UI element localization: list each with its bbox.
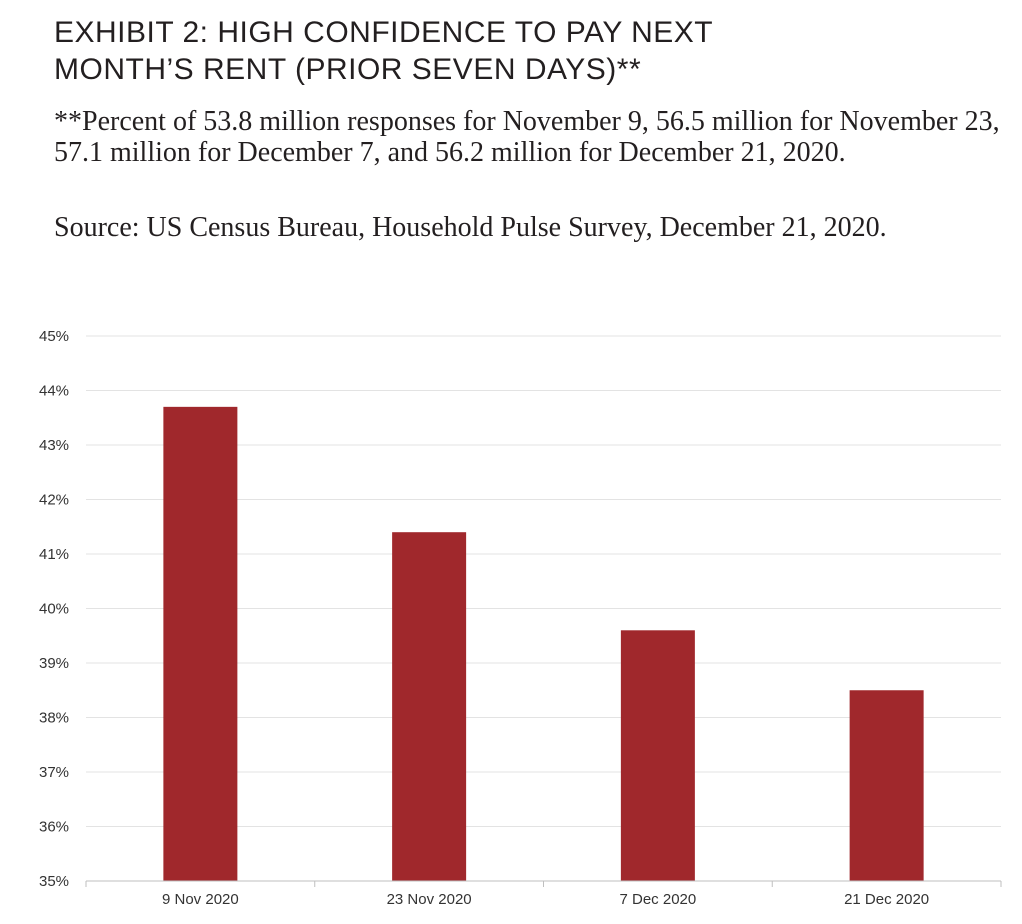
chart-footnote: **Percent of 53.8 million responses for … [54, 106, 1000, 168]
y-tick-label: 42% [39, 492, 69, 509]
x-axis-labels: 9 Nov 2020 23 Nov 2020 7 Dec 2020 21 Dec 20… [162, 891, 929, 908]
bars [163, 406, 924, 881]
chart-source: Source: US Census Bureau, Household Puls… [54, 212, 887, 243]
y-tick-label: 38% [39, 710, 69, 727]
bar [163, 406, 238, 881]
y-tick-label: 41% [39, 546, 69, 563]
y-tick-label: 44% [39, 383, 69, 400]
bar [849, 690, 924, 881]
x-tick-label: 9 Nov 2020 [162, 891, 239, 908]
chart-title: EXHIBIT 2: HIGH CONFIDENCE TO PAY NEXT M… [54, 16, 714, 86]
y-tick-label: 36% [39, 819, 69, 836]
y-tick-label: 39% [39, 655, 69, 672]
bar [620, 630, 695, 881]
y-tick-label: 45% [39, 328, 69, 345]
gridlines [86, 335, 1001, 827]
y-axis-labels: 35% 36% 37% 38% 39% 40% 41% 42% 43% 44% 45% [39, 328, 69, 890]
y-tick-label: 43% [39, 437, 69, 454]
x-tick-label: 7 Dec 2020 [620, 891, 697, 908]
x-tick-label: 21 Dec 2020 [844, 891, 929, 908]
x-tick-label: 23 Nov 2020 [387, 891, 472, 908]
x-axis [85, 880, 1002, 887]
y-tick-label: 40% [39, 601, 69, 618]
y-tick-label: 37% [39, 764, 69, 781]
bar [392, 532, 467, 881]
y-tick-label: 35% [39, 873, 69, 890]
